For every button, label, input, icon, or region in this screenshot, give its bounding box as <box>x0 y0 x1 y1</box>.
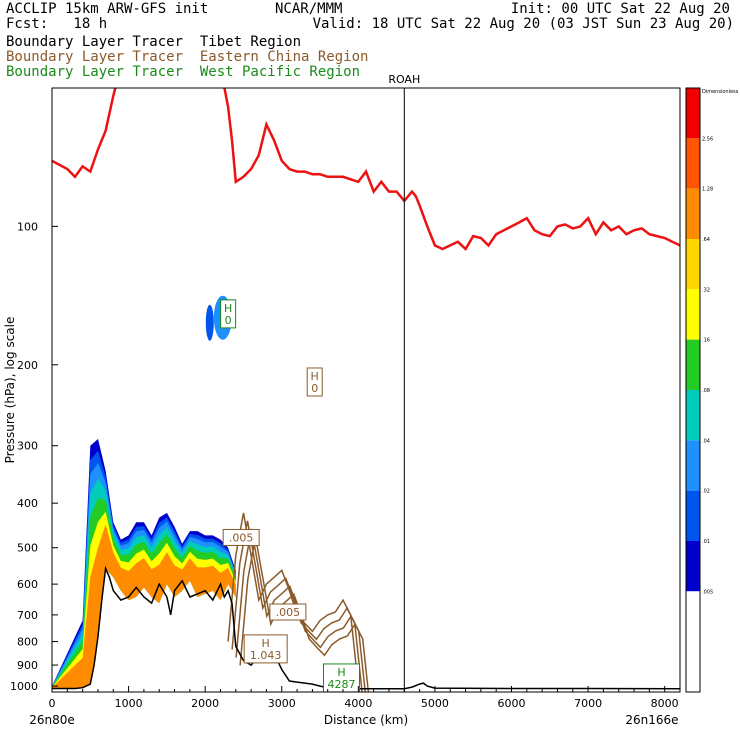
legend-west-pacific: Boundary Layer Tracer West Pacific Regio… <box>6 64 361 80</box>
contour-label-text: 1.043 <box>250 649 282 662</box>
header-init-time: Init: 00 UTC Sat 22 Aug 20 <box>510 1 730 17</box>
contour-label-text: .005 <box>276 606 301 619</box>
y-tick-label: 400 <box>17 497 38 510</box>
tracer-tibet-band-7 <box>52 524 236 689</box>
colorbar-segment <box>686 138 700 189</box>
y-tick-label: 300 <box>17 440 38 453</box>
left-endpoint-label: 26n80e <box>29 713 75 727</box>
colorbar-segment <box>686 239 700 290</box>
colorbar-segment <box>686 591 700 642</box>
contour-label-text: H <box>311 370 319 383</box>
colorbar-frame <box>685 87 701 693</box>
x-tick-label: 0 <box>49 697 56 710</box>
contour-label-text: H <box>224 302 232 315</box>
x-tick-label: 6000 <box>498 697 526 710</box>
y-tick-label: 900 <box>17 659 38 672</box>
colorbar-segment <box>686 641 700 692</box>
contour-label-text: H <box>337 666 345 679</box>
tropopause-line <box>52 88 680 251</box>
colorbar-title: Dimensionless <box>702 89 739 95</box>
terrain-line <box>52 565 680 690</box>
colorbar-segment <box>686 339 700 390</box>
contour-label: H0 <box>220 299 237 329</box>
contour-label-text: 0 <box>225 314 232 327</box>
colorbar-segment <box>686 490 700 541</box>
colorbar-tick-label: .64 <box>702 237 710 243</box>
header-title: ACCLIP 15km ARW-GFS init <box>6 1 209 17</box>
colorbar-tick-label: .32 <box>702 287 710 293</box>
colorbar-tick-label: .005 <box>702 589 713 595</box>
plot-frame <box>51 87 681 693</box>
header-valid-time: Valid: 18 UTC Sat 22 Aug 20 (03 JST Sun … <box>312 16 734 32</box>
contour-label-text: H <box>262 637 270 650</box>
colorbar-tick-label: .04 <box>702 438 710 444</box>
colorbar-segment <box>686 88 700 139</box>
contour-label: .005 <box>269 603 307 621</box>
colorbar-tick-label: .08 <box>702 388 710 394</box>
y-tick-label: 700 <box>17 609 38 622</box>
y-tick-label: 600 <box>17 578 38 591</box>
contour-label: .005 <box>222 528 260 546</box>
y-axis-label: Pressure (hPa), log scale <box>3 317 17 464</box>
header-org: NCAR/MMM <box>275 1 343 17</box>
tracer-eastern-china-contour <box>239 536 370 692</box>
x-tick-label: 2000 <box>191 697 219 710</box>
roah-marker-label: ROAH <box>388 73 420 86</box>
x-tick-label: 4000 <box>344 697 372 710</box>
x-tick-label: 3000 <box>268 697 296 710</box>
colorbar-tick-label: .02 <box>702 489 710 495</box>
x-tick-label: 1000 <box>115 697 143 710</box>
y-tick-label: 100 <box>17 220 38 233</box>
legend-eastern-china: Boundary Layer Tracer Eastern China Regi… <box>6 49 369 65</box>
colorbar-segment <box>686 289 700 340</box>
header-forecast-hour: Fcst: 18 h <box>6 16 108 32</box>
tracer-eastern-china-contour <box>227 512 360 687</box>
colorbar-tick-label: .01 <box>702 539 710 545</box>
legend-tibet: Boundary Layer Tracer Tibet Region <box>6 34 302 50</box>
x-tick-label: 5000 <box>421 697 449 710</box>
contour-label-text: .005 <box>229 531 254 544</box>
contour-label: H1.043 <box>243 634 288 664</box>
y-tick-label: 500 <box>17 542 38 555</box>
contour-label-text: 0 <box>311 382 318 395</box>
x-axis-label: Distance (km) <box>324 713 408 727</box>
contour-label-text: 4287 <box>327 678 355 691</box>
contour-label: H0 <box>306 367 323 397</box>
y-tick-label: 200 <box>17 359 38 372</box>
tracer-tibet-upper-blob-west <box>205 304 214 341</box>
colorbar-tick-label: .16 <box>702 338 710 344</box>
colorbar-segment <box>686 188 700 239</box>
right-endpoint-label: 26n166e <box>625 713 678 727</box>
colorbar-segment <box>686 390 700 441</box>
y-tick-label: 1000 <box>10 680 38 693</box>
colorbar-tick-label: 2.56 <box>702 136 713 142</box>
x-tick-label: 7000 <box>574 697 602 710</box>
plot-area <box>52 88 680 692</box>
colorbar-tick-label: 1.28 <box>702 187 713 193</box>
y-tick-label: 800 <box>17 636 38 649</box>
colorbar-segment <box>686 541 700 592</box>
x-tick-label: 8000 <box>651 697 679 710</box>
colorbar-segment <box>686 440 700 491</box>
